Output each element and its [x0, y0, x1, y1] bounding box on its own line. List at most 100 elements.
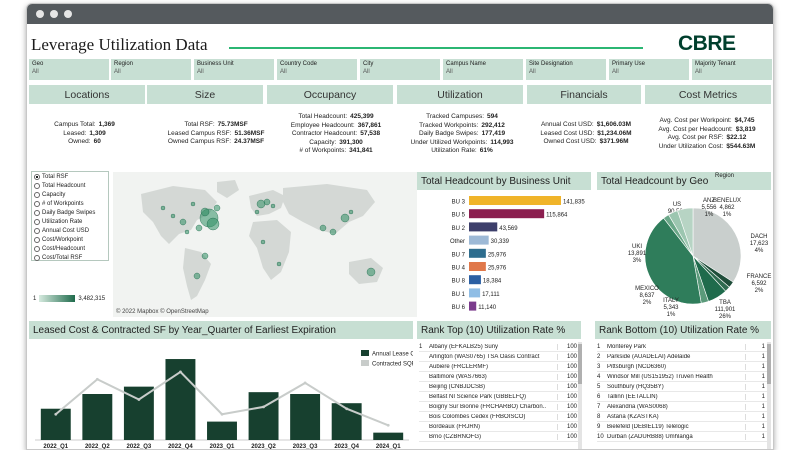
location-bubble[interactable]	[319, 224, 327, 232]
filter-business-unit[interactable]: Business Unit All	[194, 59, 274, 80]
table-row[interactable]: 9 Bielefeld (DEBIEL19) Telelogic 1	[597, 422, 767, 432]
filter-campus-name[interactable]: Campus Name All	[443, 59, 523, 80]
filter-country-code[interactable]: Country Code All	[277, 59, 357, 80]
location-bubble[interactable]	[254, 209, 260, 215]
table-row[interactable]: 3 Pittsburgh (NCD6360) 1	[597, 362, 767, 372]
location-bubble[interactable]	[340, 213, 350, 223]
filter-city[interactable]: City All	[360, 59, 440, 80]
bu-bar[interactable]	[469, 301, 477, 311]
rank-top-scrollbar[interactable]	[578, 342, 582, 449]
filter-primary-use[interactable]: Primary Use All	[609, 59, 689, 80]
location-bubble[interactable]	[270, 203, 276, 209]
table-row[interactable]: Brno (CZBRNOFG) 100	[419, 432, 579, 442]
lease-cost-bar[interactable]	[82, 394, 113, 440]
measure-option[interactable]: Total Headcount	[32, 181, 108, 190]
location-bubble[interactable]	[201, 252, 209, 260]
lease-cost-bar[interactable]	[373, 432, 404, 440]
contracted-sqf-point[interactable]	[137, 398, 141, 401]
bu-bar[interactable]	[469, 235, 489, 245]
location-bubble[interactable]	[260, 239, 266, 245]
measure-option[interactable]: Cost/Total RSF	[32, 253, 108, 262]
lease-cost-bar[interactable]	[207, 421, 237, 440]
lease-cost-bar[interactable]	[290, 394, 321, 440]
measure-option-label: Daily Badge Swipes	[42, 209, 96, 216]
headcount-bu-chart[interactable]: BU 3 141,835 BU 5 115,864 BU 2 43,569 Other 30,…	[417, 192, 591, 317]
world-map[interactable]: © 2022 Mapbox © OpenStreetMap	[113, 172, 417, 317]
table-row[interactable]: 10 Durban (ZADURB88) Umhlanga 1	[597, 432, 767, 442]
kpi-label: Annual Cost USD:	[540, 121, 594, 128]
location-bubble[interactable]	[170, 213, 176, 219]
measure-option[interactable]: Daily Badge Swipes	[32, 208, 108, 217]
contracted-sqf-point[interactable]	[345, 407, 349, 411]
bu-bar[interactable]	[469, 248, 486, 258]
filter-site-designation[interactable]: Site Designation All	[526, 59, 606, 80]
bu-value-label: 141,835	[563, 200, 585, 206]
location-bubble[interactable]	[195, 224, 203, 232]
location-bubble[interactable]	[206, 217, 220, 231]
measure-option[interactable]: Cost/Workpoint	[32, 235, 108, 244]
location-bubble[interactable]	[348, 209, 354, 215]
window-maximize-dot[interactable]	[64, 10, 72, 18]
table-row[interactable]: Boigny Sur Bionne (FRCHARBO) Charbon.. 10…	[419, 402, 579, 412]
table-row[interactable]: Baltimore (WAS7663) 100	[419, 372, 579, 382]
contracted-sqf-point[interactable]	[220, 412, 224, 416]
location-bubble[interactable]	[263, 198, 271, 206]
geo-slice[interactable]	[644, 217, 702, 305]
location-bubble[interactable]	[184, 229, 190, 235]
bu-bar[interactable]	[469, 222, 498, 232]
bu-bar[interactable]	[469, 196, 561, 205]
table-row[interactable]: 1 Monterey Park 1	[597, 342, 767, 352]
window-minimize-dot[interactable]	[50, 10, 58, 18]
location-bubble[interactable]	[366, 267, 376, 277]
lease-cost-bar[interactable]	[248, 392, 279, 440]
table-row[interactable]: Aubiere (FRCLERMF) 100	[419, 362, 579, 372]
contracted-sqf-point[interactable]	[262, 405, 265, 409]
filter-region[interactable]: Region All	[111, 59, 191, 80]
location-bubble[interactable]	[329, 228, 337, 236]
location-bubble[interactable]	[160, 205, 166, 211]
location-bubble[interactable]	[256, 199, 266, 209]
table-row[interactable]: 5 Southbury (HQ35BY) 1	[597, 382, 767, 392]
measure-option[interactable]: # of Workpoints	[32, 199, 108, 208]
measure-option[interactable]: Cost/Headcount	[32, 244, 108, 253]
rank-bottom-scroll-thumb[interactable]	[767, 344, 771, 384]
table-row[interactable]: 8 Astana (KZASTKA) 1	[597, 412, 767, 422]
table-row[interactable]: Bordeaux (FRJRN) 100	[419, 422, 579, 432]
table-row[interactable]: 1 Albany (EFKALB25) Suny 100	[419, 342, 579, 352]
location-bubble[interactable]	[200, 207, 210, 217]
location-bubble[interactable]	[179, 218, 187, 226]
headcount-geo-chart[interactable]: US90,58121%ANZ5,5561%BENELUX4,8621%DACH1…	[597, 192, 773, 318]
bu-bar[interactable]	[469, 288, 481, 298]
table-row[interactable]: 2 Parkside (AUADELAI) Adelaide 1	[597, 352, 767, 362]
table-row[interactable]: 6 Tallinn (EETALLIN) 1	[597, 392, 767, 402]
filter-geo[interactable]: Geo All	[29, 59, 109, 80]
contracted-sqf-point[interactable]	[54, 412, 58, 416]
rank-top-scroll-thumb[interactable]	[578, 344, 582, 384]
contracted-sqf-point[interactable]	[95, 377, 99, 381]
filter-majority-tenant[interactable]: Majority Tenant All	[692, 59, 772, 80]
bu-bar[interactable]	[469, 262, 486, 271]
table-row[interactable]: 7 Alexandria (WAS0068) 1	[597, 402, 767, 412]
measure-option[interactable]: Capacity	[32, 190, 108, 199]
rank-bottom-scrollbar[interactable]	[767, 342, 771, 449]
table-row[interactable]: Beijing (CNBJDCSB) 100	[419, 382, 579, 392]
measure-option[interactable]: Utilization Rate	[32, 217, 108, 226]
contracted-sqf-point[interactable]	[386, 423, 390, 427]
window-close-dot[interactable]	[36, 10, 44, 18]
measure-option[interactable]: Annual Cost USD	[32, 226, 108, 235]
location-bubble[interactable]	[190, 201, 196, 207]
bu-bar[interactable]	[469, 275, 481, 285]
table-row[interactable]: Belfast NI Science Park (GBBELFQ) 100	[419, 392, 579, 402]
table-row[interactable]: Bois Colombes Cedex (FRBOISCO) 100	[419, 412, 579, 422]
location-bubble[interactable]	[193, 272, 201, 280]
measure-option[interactable]: Total RSF	[32, 172, 108, 181]
location-bubble[interactable]	[213, 204, 221, 212]
leased-cost-chart[interactable]: 2022_Q1 2022_Q2 2022_Q3 2022_Q4 2023_Q1 2023_…	[29, 340, 413, 450]
contracted-sqf-point[interactable]	[179, 370, 182, 374]
contracted-sqf-point[interactable]	[303, 381, 307, 385]
bu-bar[interactable]	[469, 209, 545, 219]
geo-slice[interactable]	[677, 207, 694, 257]
table-row[interactable]: Arlington (WAS0765) TSA Oasis Contract 10…	[419, 352, 579, 362]
table-row[interactable]: 4 Windsor Mill (US151952) Truven Health 1	[597, 372, 767, 382]
location-bubble[interactable]	[276, 261, 282, 267]
